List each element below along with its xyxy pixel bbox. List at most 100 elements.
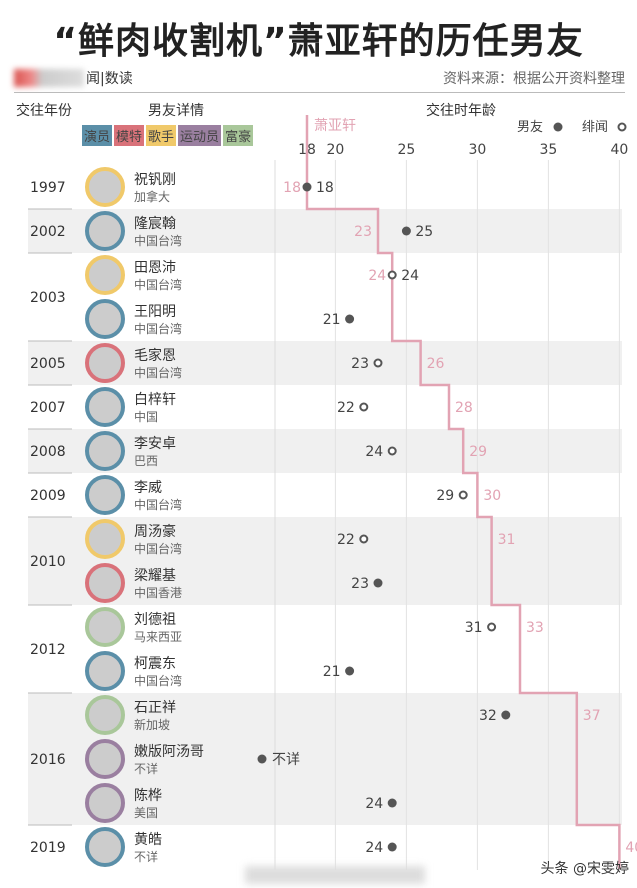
boyfriend-origin: 中国台湾 [134,233,182,248]
blurred-caption [245,866,425,884]
year-label: 2005 [30,356,66,372]
avatar [85,431,125,471]
age-label: 24 [365,796,383,812]
row-shade [28,429,622,473]
boyfriend-origin: 中国台湾 [134,497,182,512]
page-title: “鲜肉收割机”萧亚轩的历任男友 [53,21,584,62]
boyfriend-name: 李安卓 [134,436,176,452]
year-label: 2010 [30,554,66,570]
xiao-age-label: 31 [498,532,516,548]
row-shade [28,341,622,385]
xiao-age-line [305,115,621,869]
avatar [85,607,125,647]
boyfriend-origin: 中国台湾 [134,321,182,336]
age-label: 23 [351,576,369,592]
category-legend: 演员 模特 歌手 运动员 富豪 [82,125,254,146]
hollow-dot-icon [617,122,627,132]
boyfriend-name: 李威 [134,480,162,496]
xiao-age-label: 26 [427,356,445,372]
boyfriend-name: 毛家恩 [134,347,176,364]
age-label: 18 [316,180,334,196]
age-label: 22 [337,400,355,416]
age-label: 23 [351,356,369,372]
xiao-age-label: 23 [354,224,372,240]
x-tick-label: 25 [397,142,415,158]
year-label: 1997 [30,180,66,196]
avatar [85,299,125,339]
boyfriend-origin: 中国台湾 [134,277,182,292]
header-age: 交往时年龄 [426,103,496,119]
boyfriend-dot [373,578,383,588]
boyfriend-dot [345,666,355,676]
avatar [85,343,125,383]
boyfriend-name: 柯震东 [134,656,176,672]
xiao-age-label: 33 [526,620,544,636]
boyfriend-name: 白梓轩 [134,392,176,408]
boyfriend-name: 刘德祖 [134,612,176,628]
boyfriend-origin: 巴西 [134,454,158,468]
boyfriend-origin: 不详 [134,849,158,864]
row-shade [28,209,622,253]
header-year: 交往年份 [16,103,72,119]
rumor-dot [387,446,397,456]
xiao-age-label: 40 [625,840,637,856]
year-label: 2008 [30,444,66,460]
boyfriend-origin: 中国 [134,409,158,424]
boyfriend-origin: 中国香港 [134,585,182,600]
legend-0: 演员 [82,125,113,146]
x-tick-label: 30 [468,142,486,158]
xiao-age-label: 24 [368,268,386,284]
boyfriend-name: 隆宸翰 [134,215,176,232]
divider [14,92,625,93]
legend-boyfriend: 男友 [517,119,543,135]
rumor-dot [458,490,468,500]
boyfriend-name: 王阳明 [134,304,176,320]
avatar [85,783,125,823]
avatar [85,211,125,251]
avatar [85,695,125,735]
blurred-logo [14,69,84,87]
year-label: 2007 [30,400,66,416]
age-label: 21 [323,312,341,328]
age-label: 29 [436,488,454,504]
avatar [85,519,125,559]
boyfriend-name: 周汤豪 [134,524,176,540]
year-label: 2016 [30,752,66,768]
watermark: 头条 @宋雯婷 [540,861,629,877]
filled-dot-icon [553,122,563,132]
age-label: 31 [465,620,483,636]
rumor-dot [359,534,369,544]
boyfriend-name: 祝钒刚 [134,172,176,188]
avatar [85,739,125,779]
year-label: 2003 [30,290,66,306]
age-label: 不详 [272,752,300,768]
row-shade [28,517,622,605]
rumor-dot [387,270,397,280]
age-label: 22 [337,532,355,548]
boyfriend-dot [401,226,411,236]
age-label: 25 [415,224,433,240]
boyfriend-name: 梁耀基 [134,567,176,584]
xiao-age-label: 29 [469,444,487,460]
legend-rumor: 绯闻 [582,120,608,135]
subtitle-text: 闻|数读 [86,71,133,87]
age-label: 21 [323,664,341,680]
x-tick-label: 35 [539,142,557,158]
legend-2: 歌手 [146,125,177,146]
rumor-dot [373,358,383,368]
boyfriend-origin: 不详 [134,761,158,776]
rumor-dot [359,402,369,412]
boyfriend-origin: 中国台湾 [134,541,182,556]
avatar [85,651,125,691]
year-label: 2019 [30,840,66,856]
boyfriend-dot [257,754,267,764]
age-label: 24 [365,444,383,460]
avatar [85,827,125,867]
boyfriend-dot [387,798,397,808]
year-label: 2012 [30,642,66,658]
avatar [85,167,125,207]
avatar [85,563,125,603]
boyfriend-origin: 新加坡 [134,717,170,732]
source-note: 资料来源：根据公开资料整理 [443,71,625,87]
